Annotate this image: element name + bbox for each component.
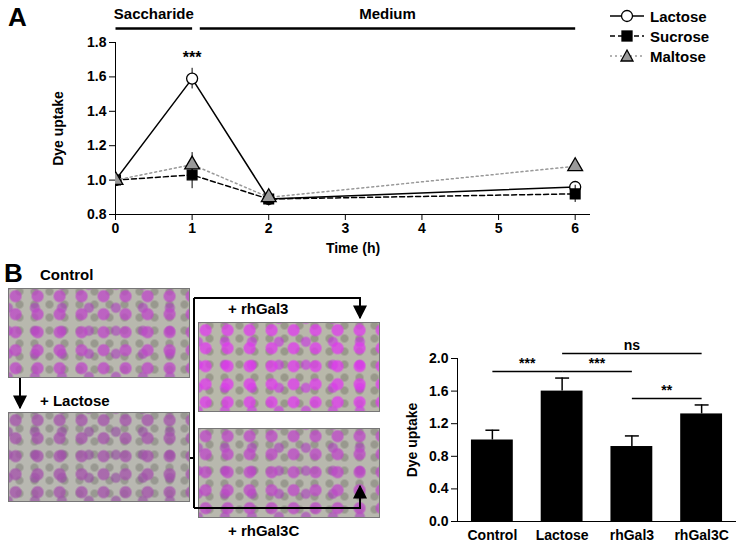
svg-text:1.0: 1.0 <box>87 172 107 188</box>
svg-text:1.6: 1.6 <box>87 68 107 84</box>
svg-text:Time (h): Time (h) <box>326 240 380 256</box>
svg-text:Dye uptake: Dye uptake <box>50 91 66 166</box>
svg-text:3: 3 <box>341 220 349 236</box>
svg-text:Dye uptake: Dye uptake <box>404 402 420 477</box>
svg-text:0.8: 0.8 <box>87 206 107 222</box>
svg-text:2.0: 2.0 <box>429 350 449 366</box>
svg-text:0: 0 <box>112 220 120 236</box>
svg-text:0.0: 0.0 <box>429 513 449 529</box>
svg-text:ns: ns <box>624 337 641 353</box>
svg-text:1: 1 <box>188 220 196 236</box>
svg-text:***: *** <box>519 355 536 371</box>
svg-text:Lactose: Lactose <box>536 527 589 543</box>
svg-text:rhGal3: rhGal3 <box>610 527 655 543</box>
html-text:B: B <box>4 258 23 288</box>
html-text:Maltose: Maltose <box>650 47 706 65</box>
svg-text:0.8: 0.8 <box>429 448 449 464</box>
svg-text:1.6: 1.6 <box>429 383 449 399</box>
svg-text:1.2: 1.2 <box>429 415 449 431</box>
svg-text:Saccharide: Saccharide <box>114 5 194 22</box>
html-text:Sucrose: Sucrose <box>650 27 710 45</box>
html-text:+ rhGal3C: + rhGal3C <box>228 522 300 539</box>
html-text:A: A <box>8 2 27 32</box>
svg-text:5: 5 <box>495 220 503 236</box>
svg-text:rhGal3C: rhGal3C <box>674 527 728 543</box>
svg-text:***: *** <box>589 355 606 371</box>
html-text:+ Lactose: + Lactose <box>40 392 110 409</box>
html-text:Lactose: Lactose <box>650 7 707 25</box>
svg-text:6: 6 <box>571 220 579 236</box>
svg-text:1.8: 1.8 <box>87 34 107 50</box>
svg-text:2: 2 <box>265 220 273 236</box>
html-text:+ rhGal3: + rhGal3 <box>228 300 289 317</box>
svg-text:**: ** <box>661 382 672 398</box>
svg-text:Control: Control <box>467 527 517 543</box>
svg-text:0.4: 0.4 <box>429 480 449 496</box>
html-text:Control: Control <box>40 266 94 283</box>
svg-text:1.2: 1.2 <box>87 137 107 153</box>
svg-text:***: *** <box>183 49 202 66</box>
svg-text:Medium: Medium <box>359 5 416 22</box>
svg-text:1.4: 1.4 <box>87 103 107 119</box>
svg-text:4: 4 <box>418 220 426 236</box>
